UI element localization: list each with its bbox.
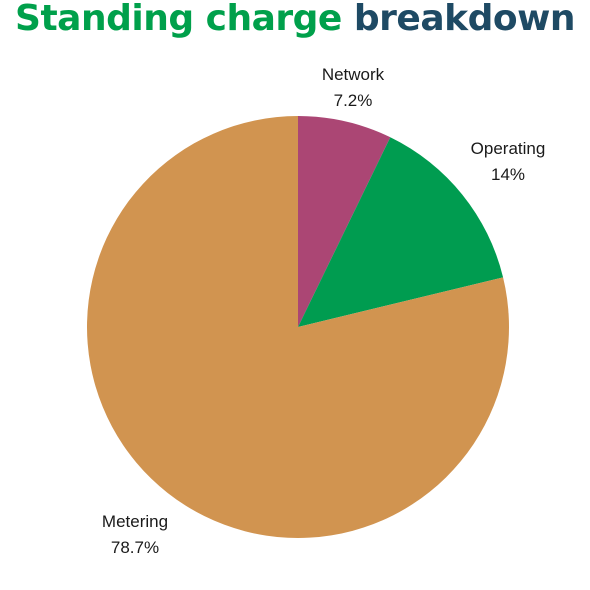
pie-slice-network <box>298 116 391 327</box>
pie-slice-operating <box>298 137 504 327</box>
pie-slices <box>87 116 510 538</box>
pie-slice-metering <box>87 116 510 538</box>
slice-label-metering: Metering <box>102 512 168 531</box>
pie-labels: Network 7.2% Operating 14% Metering 78.7% <box>102 65 545 557</box>
slice-value-metering: 78.7% <box>111 538 159 557</box>
chart-title: Standing charge breakdown <box>0 0 590 40</box>
slice-label-network: Network <box>322 65 385 84</box>
slice-value-operating: 14% <box>491 165 525 184</box>
chart-title-part1: Standing charge <box>15 0 342 39</box>
slice-value-network: 7.2% <box>334 91 373 110</box>
chart-title-part2: breakdown <box>353 0 576 39</box>
slice-label-operating: Operating <box>471 139 546 158</box>
